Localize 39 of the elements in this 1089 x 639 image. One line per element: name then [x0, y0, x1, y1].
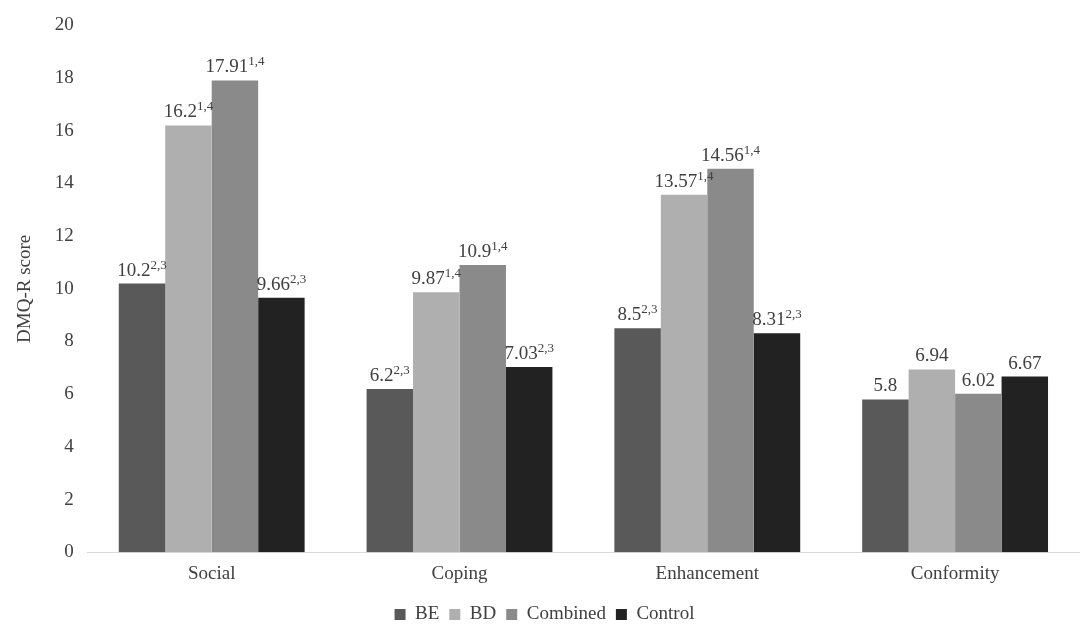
x-tick-label: Enhancement [655, 561, 760, 583]
y-tick-label: 0 [64, 540, 74, 562]
y-tick-label: 18 [54, 66, 74, 88]
legend-label: Control [636, 602, 695, 624]
y-tick-label: 16 [54, 118, 74, 140]
y-tick-label: 6 [64, 382, 74, 404]
bar [955, 393, 1002, 553]
bar [118, 283, 166, 553]
bar [413, 292, 460, 553]
y-axis-title: DMQ-R score [13, 234, 35, 343]
x-tick-label: Conformity [910, 561, 1000, 583]
x-tick-label: Coping [431, 561, 488, 583]
bar [459, 265, 506, 553]
legend-label: BE [415, 602, 440, 624]
legend-label: BD [469, 602, 497, 624]
bar [1001, 376, 1049, 553]
data-label: 6.67 [1008, 351, 1042, 373]
data-label: 6.02 [961, 368, 995, 390]
y-tick-label: 8 [64, 329, 74, 351]
y-tick-label: 4 [64, 434, 75, 456]
y-tick-label: 14 [54, 171, 75, 193]
bar [165, 125, 212, 553]
data-label: 6.94 [915, 344, 949, 366]
bar [908, 369, 956, 553]
bar [660, 194, 708, 553]
bar [614, 328, 661, 553]
bar [505, 367, 553, 553]
y-tick-label: 12 [54, 224, 74, 246]
bar [753, 333, 801, 553]
x-tick-label: Social [187, 561, 236, 583]
y-tick-label: 20 [54, 13, 74, 35]
data-label: 5.8 [873, 374, 898, 396]
y-tick-label: 2 [64, 487, 74, 509]
bar [258, 297, 305, 553]
bar [366, 388, 414, 553]
y-tick-label: 10 [54, 276, 74, 298]
bar [862, 399, 909, 553]
bar [211, 80, 259, 553]
legend-label: Combined [526, 602, 607, 624]
